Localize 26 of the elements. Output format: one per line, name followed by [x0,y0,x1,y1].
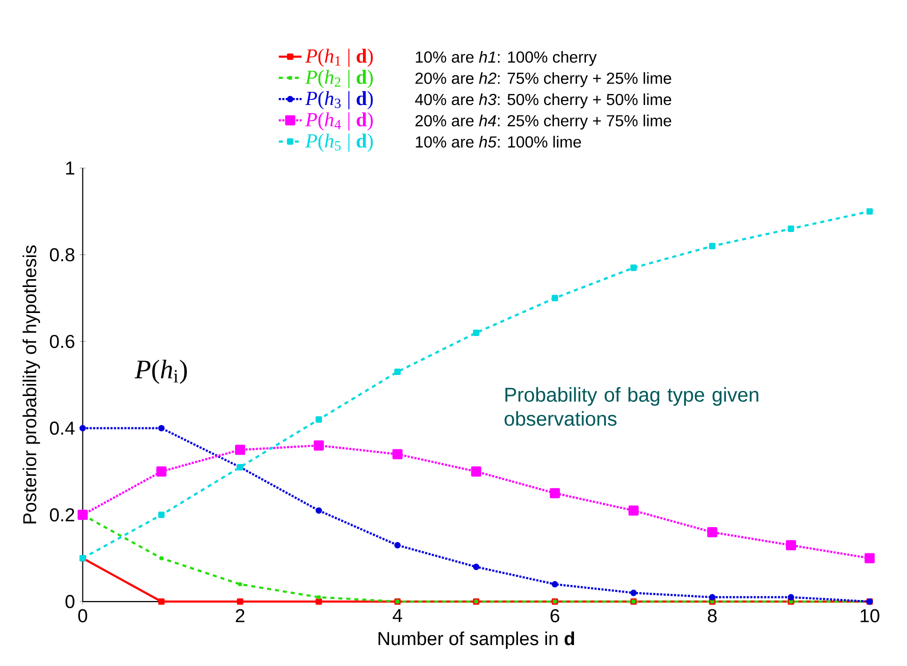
x-tick-label: 8 [708,609,717,623]
x-axis-title: Number of samples in d [378,632,574,650]
legend-label: P(h$_{2}$ | d) [305,70,373,88]
x-tick-label: 4 [392,609,402,622]
annotation: Probability of bag type given observations [504,387,758,426]
x-tick-label: 0 [78,609,88,623]
x-tick-label: 10 [860,609,880,623]
y-tick-label: 0.8 [50,248,74,262]
y-tick-label: 0.6 [50,335,74,348]
annotation: P(h$_{i}$) [134,360,187,384]
x-tick-label: 6 [550,609,560,623]
y-tick-label: 0 [65,595,74,608]
text: 10% are h5: 100% lime [416,136,581,148]
y-tick-label: 0.2 [50,508,74,522]
legend-label: P(h$_{3}$ | d) [305,91,373,110]
y-tick-label: 1 [66,162,74,175]
text: 20% are h2: 75% cherry + 25% lime [415,72,672,88]
legend-label: P(h$_{4}$ | d) [305,112,373,131]
y-tick-label: 0.4 [50,422,75,435]
y-axis-title: Posterior probability of hypothesis [22,246,40,524]
legend-label: P(h$_{5}$ | d) [305,134,373,152]
text: 10% are h1: 100% cherry [416,51,597,66]
legend-label: P(h$_{1}$ | d) [305,48,373,68]
x-tick-label: 2 [236,609,244,622]
text: 20% are h4: 25% cherry + 75% lime [415,114,672,130]
text: 40% are h3: 50% cherry + 50% lime [415,94,672,109]
